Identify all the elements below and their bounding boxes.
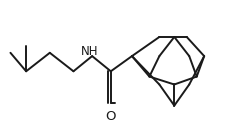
- Text: NH: NH: [81, 45, 98, 58]
- Text: O: O: [106, 110, 116, 123]
